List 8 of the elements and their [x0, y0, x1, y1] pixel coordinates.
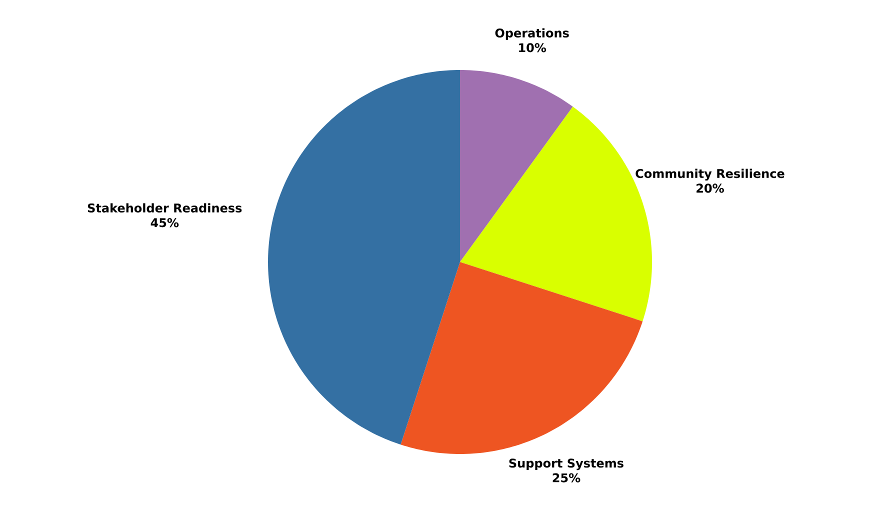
data-label: 20% [696, 184, 724, 193]
slice-label: Support Systems [509, 458, 624, 470]
slice-label: Stakeholder Readiness [88, 203, 242, 213]
data-label: 25% [552, 473, 580, 482]
data-label: 45% [150, 218, 179, 228]
data-label: 10% [519, 43, 546, 52]
slice-label: Community Resilience [636, 168, 784, 181]
slice-label: Operations [495, 28, 569, 40]
